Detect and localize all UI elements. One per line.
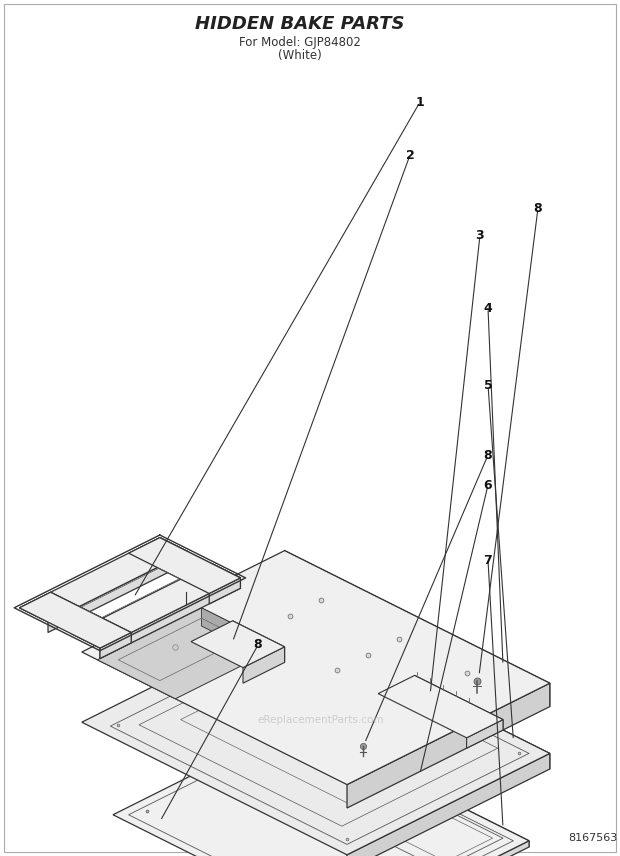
Polygon shape [232, 621, 285, 663]
Polygon shape [100, 578, 241, 658]
Text: 8: 8 [306, 831, 314, 845]
Polygon shape [209, 578, 241, 603]
Polygon shape [415, 675, 503, 730]
Text: 7: 7 [484, 554, 492, 567]
Polygon shape [467, 720, 503, 748]
Text: 3: 3 [476, 229, 484, 241]
Polygon shape [206, 717, 441, 834]
Polygon shape [202, 608, 280, 665]
Polygon shape [191, 621, 285, 668]
Polygon shape [100, 633, 131, 658]
Polygon shape [160, 538, 188, 562]
Polygon shape [48, 552, 188, 633]
Polygon shape [128, 538, 241, 593]
Polygon shape [82, 550, 550, 785]
Text: (White): (White) [278, 49, 322, 62]
Text: 4: 4 [484, 301, 492, 314]
Text: 8: 8 [534, 201, 542, 215]
Polygon shape [285, 621, 550, 769]
Polygon shape [82, 621, 550, 855]
Polygon shape [342, 785, 441, 841]
Polygon shape [378, 675, 503, 738]
Polygon shape [71, 563, 241, 648]
Text: HIDDEN BAKE PARTS: HIDDEN BAKE PARTS [195, 15, 405, 33]
Polygon shape [51, 592, 131, 643]
Polygon shape [212, 563, 241, 588]
Polygon shape [285, 550, 550, 706]
Text: 2: 2 [405, 148, 414, 162]
Text: eReplacementParts.com: eReplacementParts.com [258, 715, 384, 724]
Polygon shape [113, 724, 529, 856]
Polygon shape [243, 647, 285, 683]
Polygon shape [19, 592, 131, 648]
Text: 1: 1 [415, 96, 424, 109]
Polygon shape [97, 608, 280, 698]
Polygon shape [160, 538, 241, 588]
Text: 6: 6 [484, 479, 492, 491]
Polygon shape [19, 538, 188, 622]
Polygon shape [347, 753, 550, 856]
Polygon shape [347, 841, 529, 856]
Polygon shape [306, 717, 441, 793]
Text: 8: 8 [254, 639, 262, 651]
Polygon shape [161, 663, 225, 695]
Text: 5: 5 [484, 378, 492, 391]
Text: For Model: GJP84802: For Model: GJP84802 [239, 35, 361, 49]
Text: 8: 8 [484, 449, 492, 461]
Polygon shape [347, 683, 550, 808]
Polygon shape [295, 724, 529, 847]
Text: 8167563: 8167563 [568, 833, 618, 843]
Ellipse shape [185, 674, 197, 682]
